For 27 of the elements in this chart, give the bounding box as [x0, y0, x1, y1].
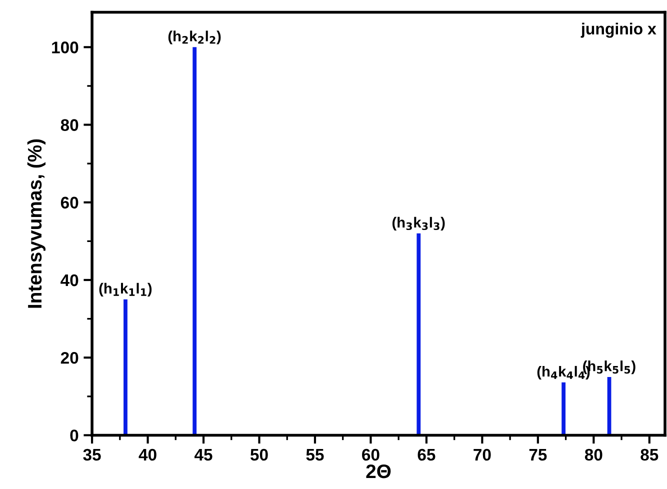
y-tick-label: 20 — [60, 352, 78, 364]
x-tick-label: 45 — [194, 449, 212, 461]
x-tick-label: 40 — [138, 448, 156, 461]
bar — [416, 233, 421, 436]
x-axis-title: 2Θ — [366, 464, 391, 478]
x-tick-label: 85 — [640, 448, 658, 461]
annotation: (h$_{3}$k$_{3}$l$_{3}$) — [392, 216, 445, 231]
y-tick-label: 0 — [70, 430, 78, 442]
bar — [562, 382, 566, 436]
bar — [124, 299, 128, 436]
y-tick-label: 100 — [52, 42, 78, 54]
y-tick-label: 60 — [60, 196, 78, 209]
bar — [192, 47, 197, 436]
annotation: junginio x — [580, 22, 656, 38]
annotation: (h$_{2}$k$_{2}$l$_{2}$) — [168, 30, 221, 44]
y-tick-label: 40 — [60, 274, 78, 286]
x-tick-label: 80 — [584, 448, 602, 461]
y-axis-title: Intensyvumas, (%) — [27, 139, 46, 308]
annotation: (h$_{1}$k$_{1}$l$_{1}$) — [99, 282, 152, 296]
x-tick-label: 60 — [362, 448, 380, 461]
x-tick-label: 65 — [418, 448, 436, 461]
x-tick-label: 55 — [306, 449, 324, 461]
x-tick-label: 75 — [529, 449, 547, 461]
x-tick-label: 50 — [250, 448, 268, 461]
y-tick-label: 80 — [60, 119, 78, 131]
x-tick-label: 35 — [83, 448, 101, 461]
x-tick-label: 70 — [474, 448, 491, 461]
